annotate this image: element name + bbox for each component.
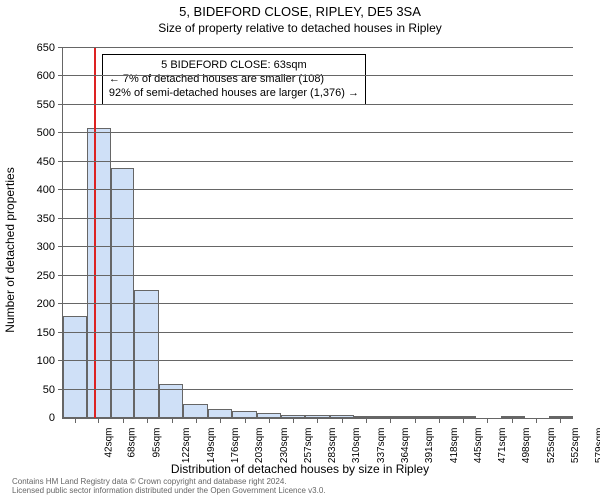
gridline	[63, 332, 573, 333]
xtick-label: 445sqm	[473, 428, 484, 464]
ytick-label: 300	[37, 241, 55, 253]
ytick-label: 350	[37, 213, 55, 225]
histogram-bar	[87, 128, 111, 418]
xtick-mark	[366, 418, 367, 423]
xtick-mark	[463, 418, 464, 423]
xtick-label: 68sqm	[127, 428, 138, 458]
gridline	[63, 132, 573, 133]
histogram-bar	[111, 168, 135, 418]
xtick-label: 230sqm	[279, 428, 290, 464]
xtick-mark	[123, 418, 124, 423]
xtick-mark	[196, 418, 197, 423]
xtick-mark	[269, 418, 270, 423]
gridline	[63, 161, 573, 162]
copyright-line2: Licensed public sector information distr…	[12, 486, 326, 496]
xtick-label: 579sqm	[594, 428, 600, 464]
gridline	[63, 75, 573, 76]
xtick-mark	[536, 418, 537, 423]
gridline	[63, 218, 573, 219]
gridline	[63, 360, 573, 361]
xtick-label: 283sqm	[327, 428, 338, 464]
copyright: Contains HM Land Registry data © Crown c…	[12, 477, 326, 496]
ytick-label: 0	[49, 412, 55, 424]
annotation-line2: ← 7% of detached houses are smaller (108…	[109, 72, 359, 86]
xtick-label: 310sqm	[351, 428, 362, 464]
gridline	[63, 389, 573, 390]
xtick-mark	[512, 418, 513, 423]
annotation-line1: 5 BIDEFORD CLOSE: 63sqm	[109, 58, 359, 72]
ytick-label: 550	[37, 99, 55, 111]
xtick-label: 525sqm	[546, 428, 557, 464]
ytick-label: 600	[37, 70, 55, 82]
xtick-mark	[75, 418, 76, 423]
copyright-line1: Contains HM Land Registry data © Crown c…	[12, 477, 326, 487]
chart-container: 5, BIDEFORD CLOSE, RIPLEY, DE5 3SA Size …	[0, 0, 600, 500]
xtick-label: 176sqm	[230, 428, 241, 464]
xtick-mark	[560, 418, 561, 423]
xtick-mark	[415, 418, 416, 423]
xtick-label: 391sqm	[424, 428, 435, 464]
xtick-label: 418sqm	[449, 428, 460, 464]
xtick-label: 203sqm	[254, 428, 265, 464]
xtick-mark	[390, 418, 391, 423]
xtick-label: 498sqm	[521, 428, 532, 464]
xtick-mark	[439, 418, 440, 423]
chart-subtitle: Size of property relative to detached ho…	[0, 19, 600, 35]
gridline	[63, 303, 573, 304]
chart-title: 5, BIDEFORD CLOSE, RIPLEY, DE5 3SA	[0, 0, 600, 19]
xtick-mark	[220, 418, 221, 423]
ytick-label: 150	[37, 327, 55, 339]
xtick-label: 149sqm	[206, 428, 217, 464]
histogram-bar	[134, 290, 158, 418]
xtick-mark	[342, 418, 343, 423]
ytick-label: 650	[37, 42, 55, 54]
gridline	[63, 246, 573, 247]
ytick-label: 250	[37, 270, 55, 282]
ytick-label: 400	[37, 184, 55, 196]
xtick-mark	[172, 418, 173, 423]
xtick-label: 95sqm	[151, 428, 162, 458]
ytick-label: 200	[37, 298, 55, 310]
ytick-label: 450	[37, 156, 55, 168]
gridline	[63, 47, 573, 48]
xtick-label: 337sqm	[376, 428, 387, 464]
xtick-label: 257sqm	[303, 428, 314, 464]
xtick-label: 364sqm	[400, 428, 411, 464]
xtick-label: 552sqm	[570, 428, 581, 464]
xtick-mark	[147, 418, 148, 423]
ytick-label: 500	[37, 127, 55, 139]
plot-area: 5 BIDEFORD CLOSE: 63sqm ← 7% of detached…	[62, 48, 573, 419]
xtick-label: 471sqm	[497, 428, 508, 464]
x-axis-label: Distribution of detached houses by size …	[171, 462, 429, 476]
xtick-mark	[98, 418, 99, 423]
gridline	[63, 275, 573, 276]
annotation-box: 5 BIDEFORD CLOSE: 63sqm ← 7% of detached…	[102, 54, 366, 105]
ytick-label: 100	[37, 355, 55, 367]
xtick-mark	[317, 418, 318, 423]
gridline	[63, 189, 573, 190]
xtick-mark	[245, 418, 246, 423]
histogram-bar	[208, 409, 232, 418]
histogram-bar	[501, 416, 525, 418]
histogram-bar	[232, 411, 256, 418]
y-axis-label: Number of detached properties	[3, 167, 17, 332]
xtick-mark	[293, 418, 294, 423]
gridline	[63, 104, 573, 105]
histogram-bar	[183, 404, 207, 418]
xtick-mark	[487, 418, 488, 423]
xtick-label: 42sqm	[103, 428, 114, 458]
ytick-label: 50	[43, 384, 55, 396]
annotation-line3: 92% of semi-detached houses are larger (…	[109, 86, 359, 100]
xtick-label: 122sqm	[181, 428, 192, 464]
histogram-bar	[452, 416, 476, 418]
